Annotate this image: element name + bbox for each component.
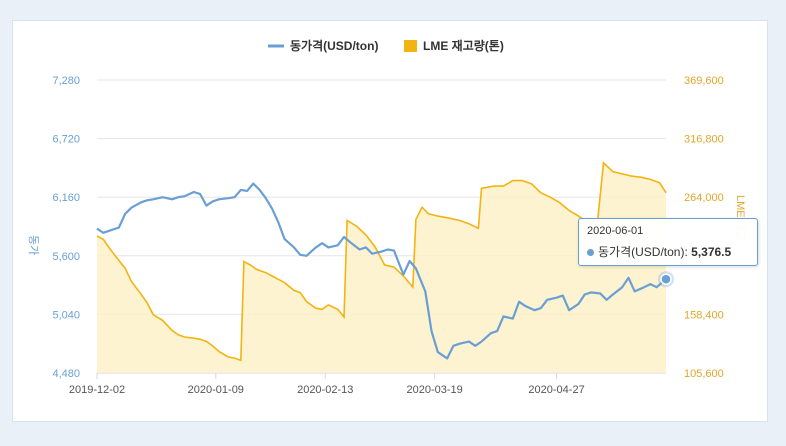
y-right-tick-label: 316,800	[684, 134, 724, 146]
legend-label-price[interactable]: 동가격(USD/ton)	[290, 38, 378, 53]
y-axis-left-title: 동가	[27, 235, 40, 255]
tooltip-value: 5,376.5	[691, 245, 732, 259]
stock-series-line	[96, 161, 667, 362]
y-right-tick-label: 158,400	[684, 309, 724, 321]
y-left-tick-label: 5,040	[52, 309, 80, 321]
x-tick-label: 2020-02-13	[297, 384, 353, 396]
chart-tooltip: 2020-06-01 동가격(USD/ton): 5,376.5	[578, 218, 758, 266]
x-axis: 2019-12-02 2020-01-09 2020-02-13 2020-03-19…	[69, 373, 585, 396]
price-line	[96, 182, 667, 360]
y-left-tick-label: 6,160	[52, 192, 80, 204]
legend-label-stock[interactable]: LME 재고량(톤)	[423, 39, 504, 53]
stock-area	[96, 161, 667, 373]
y-left-tick-label: 5,600	[52, 251, 80, 263]
price-series-line	[96, 182, 667, 360]
legend-swatch-stock	[404, 40, 417, 52]
x-tick-label: 2020-04-27	[528, 384, 584, 396]
tooltip-series-name: 동가격(USD/ton)	[598, 245, 685, 259]
y-right-tick-label: 369,600	[684, 75, 724, 87]
y-right-tick-label: 105,600	[684, 368, 724, 380]
y-left-tick-label: 7,280	[52, 75, 80, 87]
y-left-tick-label: 4,480	[52, 368, 80, 380]
chart-legend[interactable]: 동가격(USD/ton) LME 재고량(톤)	[268, 38, 504, 53]
hover-point[interactable]	[660, 273, 672, 285]
x-tick-label: 2020-01-09	[188, 384, 244, 396]
x-tick-label: 2020-03-19	[407, 384, 463, 396]
y-left-tick-label: 6,720	[52, 134, 80, 146]
tooltip-date: 2020-06-01	[587, 225, 644, 237]
stock-area-fill	[97, 162, 666, 373]
y-axis-left: 7,280 6,720 6,160 5,600 5,040 4,480	[52, 75, 80, 380]
tooltip-row: 동가격(USD/ton): 5,376.5	[587, 243, 731, 260]
y-right-tick-label: 264,000	[684, 192, 724, 204]
hover-marker[interactable]	[658, 271, 674, 288]
tooltip-series-dot	[587, 249, 594, 257]
x-tick-label: 2019-12-02	[69, 384, 125, 396]
